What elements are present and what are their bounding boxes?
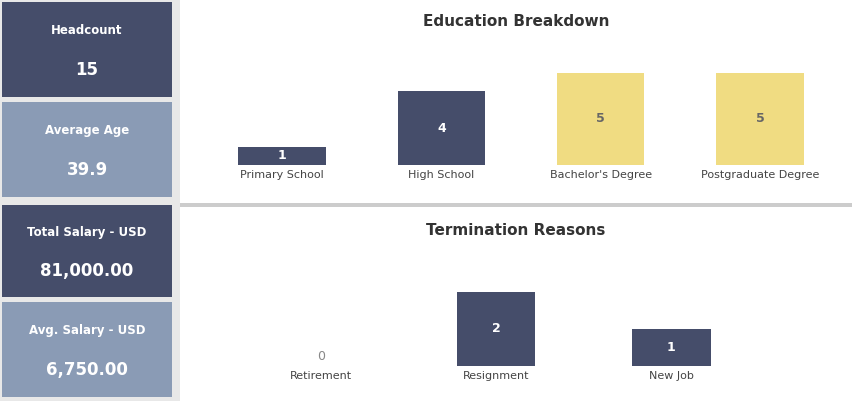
Bar [239,147,325,165]
Text: 15: 15 [76,61,99,79]
Text: 4: 4 [437,122,446,135]
Bar [457,292,535,366]
Bar [631,329,711,366]
Text: 0: 0 [317,350,325,363]
Text: 1: 1 [667,341,676,354]
Text: 2: 2 [492,322,500,335]
Bar [557,73,644,165]
Text: Education Breakdown: Education Breakdown [423,14,609,29]
Text: 5: 5 [596,112,605,126]
Text: Headcount: Headcount [51,24,123,37]
Bar [717,73,803,165]
Bar [398,91,485,165]
Text: Total Salary - USD: Total Salary - USD [27,226,147,239]
Text: Average Age: Average Age [45,124,130,137]
Text: Termination Reasons: Termination Reasons [426,223,606,237]
Text: 6,750.00: 6,750.00 [46,361,128,379]
Text: 5: 5 [756,112,764,126]
Text: 1: 1 [278,149,286,162]
Text: 81,000.00: 81,000.00 [40,262,134,280]
Text: Avg. Salary - USD: Avg. Salary - USD [29,324,145,337]
Text: 39.9: 39.9 [66,161,107,179]
